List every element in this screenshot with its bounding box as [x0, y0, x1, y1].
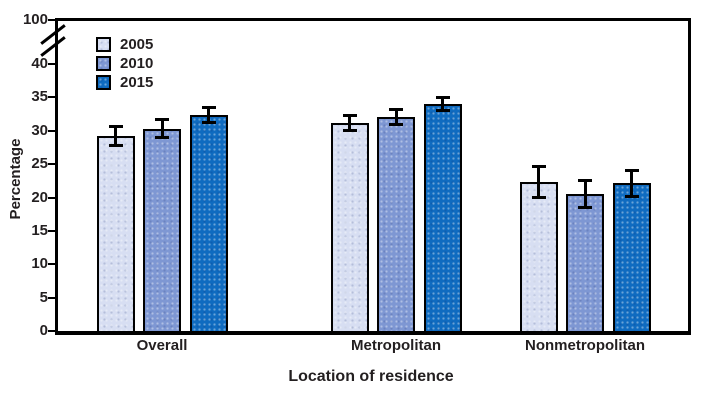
y-tick-label: 20 [31, 188, 48, 206]
error-bar-cap-bottom [342, 128, 357, 132]
legend: 2005 2010 2015 [96, 37, 153, 94]
error-bar-cap-bottom [624, 194, 639, 198]
error-bar-line [114, 126, 117, 147]
x-axis [55, 331, 691, 335]
category-label: Nonmetropolitan [525, 337, 645, 354]
y-tick [48, 196, 55, 199]
y-tick [48, 296, 55, 299]
error-bar-line [394, 109, 398, 126]
y-axis [55, 18, 58, 335]
y-tick [48, 18, 55, 21]
y-tick-label: 0 [39, 322, 48, 339]
bar [566, 194, 604, 333]
error-bar-line [537, 166, 540, 199]
legend-swatch [96, 37, 111, 52]
plot-border-top [55, 18, 691, 21]
legend-item: 2005 [96, 37, 153, 52]
error-bar-cap-top [342, 113, 357, 117]
error-bar-cap-bottom [435, 109, 450, 113]
plot-border-right [688, 18, 691, 335]
legend-item: 2015 [96, 75, 153, 90]
error-bar-cap-bottom [531, 196, 546, 200]
bar [423, 104, 462, 333]
error-bar-cap-top [624, 169, 639, 173]
error-bar-line [160, 119, 164, 139]
legend-item: 2010 [96, 56, 153, 71]
error-bar-cap-top [108, 125, 123, 129]
y-tick-label: 5 [39, 288, 48, 306]
bar [377, 117, 415, 333]
bar [330, 122, 369, 333]
y-tick [48, 163, 55, 166]
legend-label: 2015 [120, 74, 154, 91]
bar [96, 136, 135, 333]
y-tick [48, 229, 55, 232]
bar [189, 115, 228, 333]
legend-swatch [96, 56, 111, 71]
y-tick [48, 330, 55, 332]
legend-label: 2005 [120, 36, 154, 53]
y-tick-label: 35 [31, 88, 48, 106]
error-bar-line [207, 107, 210, 124]
error-bar-cap-bottom [201, 121, 216, 125]
error-bar-line [583, 180, 587, 209]
y-tick [48, 129, 55, 132]
error-bar-cap-bottom [578, 206, 592, 210]
error-bar-cap-top [435, 95, 450, 99]
y-tick-label: 10 [31, 255, 48, 273]
category-label: Metropolitan [351, 337, 441, 354]
y-tick-label: 30 [31, 121, 48, 139]
bar [143, 128, 181, 333]
error-bar-cap-top [201, 106, 216, 110]
category-label: Overall [136, 337, 188, 354]
error-bar-cap-top [578, 179, 592, 183]
error-bar-cap-top [389, 108, 403, 112]
bar [612, 183, 651, 333]
error-bar-cap-bottom [155, 136, 169, 140]
error-bar-line [630, 170, 633, 197]
error-bar-cap-bottom [389, 123, 403, 127]
error-bar-line [441, 96, 444, 112]
y-tick-label: 25 [31, 155, 48, 173]
y-tick [48, 263, 55, 266]
y-tick [48, 96, 55, 99]
y-tick-label: 15 [31, 221, 48, 239]
legend-label: 2010 [120, 55, 154, 72]
error-bar-cap-bottom [108, 144, 123, 148]
x-axis-title: Location of residence [288, 368, 454, 385]
bar [519, 182, 558, 333]
error-bar-cap-top [531, 165, 546, 169]
error-bar-cap-top [155, 118, 169, 122]
y-tick-label: 40 [31, 55, 48, 72]
y-tick [48, 63, 55, 65]
legend-swatch [96, 75, 111, 90]
y-tick-label: 100 [22, 10, 48, 28]
error-bar-line [348, 114, 351, 131]
